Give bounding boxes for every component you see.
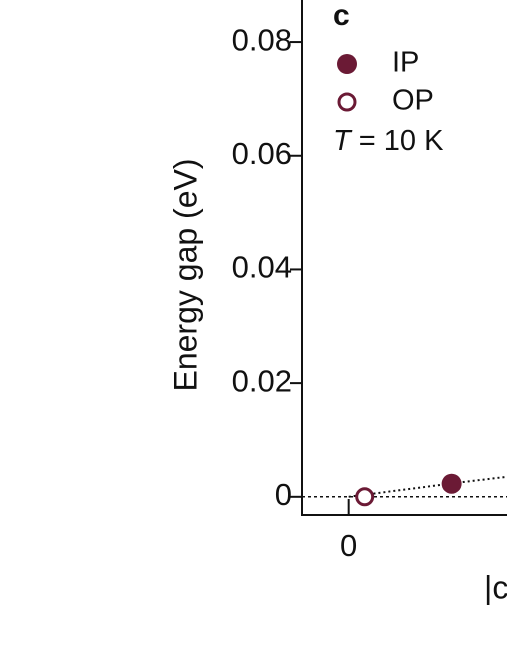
legend-marker: [337, 54, 357, 74]
y-tick-label: 0.06: [232, 136, 292, 171]
legend-marker: [337, 92, 357, 112]
y-tick-label: 0.08: [232, 22, 292, 57]
y-axis-label: Energy gap (eV): [167, 158, 203, 391]
panel-label: c: [333, 0, 350, 32]
legend-label: OP: [392, 85, 434, 117]
y-tick-label: 0.04: [232, 250, 292, 285]
legend-label: IP: [392, 47, 419, 79]
y-tick-label: 0.02: [232, 363, 292, 398]
point: [355, 487, 375, 507]
annotation-text: = 10 K: [351, 125, 444, 157]
x-axis-label: |c: [484, 569, 507, 605]
point: [441, 473, 462, 494]
y-tick-label: 0: [275, 477, 292, 512]
annotation: T = 10 K: [333, 125, 444, 157]
fit-line: [348, 475, 507, 498]
annotation-symbol: T: [333, 125, 353, 157]
x-tick-label: 0: [340, 528, 357, 563]
plot-area: [302, 473, 507, 507]
